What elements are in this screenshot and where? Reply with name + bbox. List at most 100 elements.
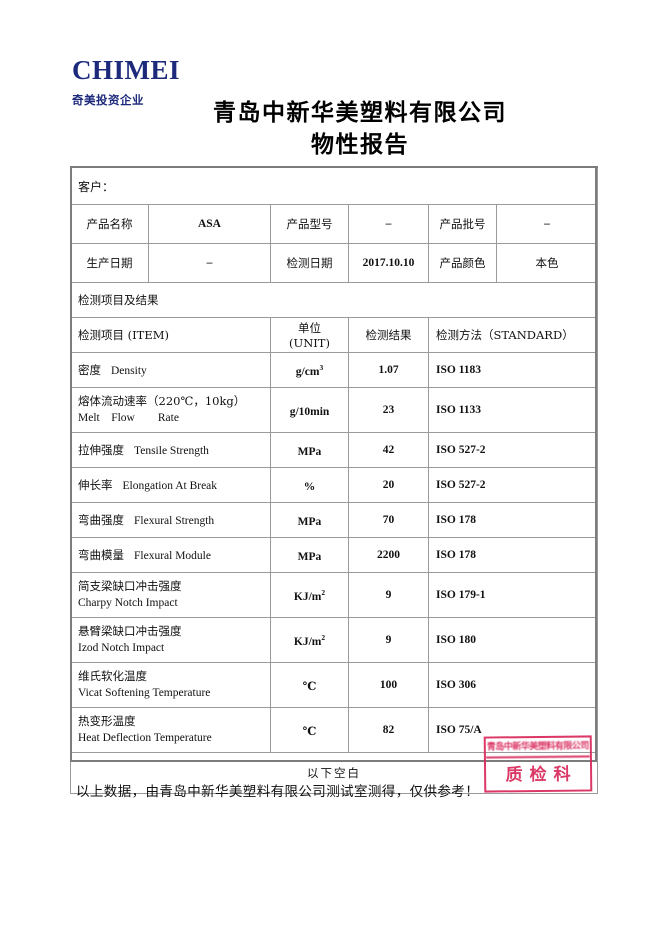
item-name-en: Melt Flow Rate xyxy=(78,412,179,424)
results-section-header: 检测项目及结果 xyxy=(69,282,599,318)
label-test-date: 检测日期 xyxy=(270,243,349,283)
result-value: 100 xyxy=(348,662,429,708)
result-row: 简支梁缺口冲击强度 Charpy Notch Impact KJ/m2 9 ISO… xyxy=(70,572,599,618)
item-name-cn: 热变形温度 xyxy=(78,714,136,729)
unit-text: MPa xyxy=(297,445,322,458)
result-value: 70 xyxy=(348,502,429,538)
result-item-name: 简支梁缺口冲击强度 Charpy Notch Impact xyxy=(70,572,271,618)
result-unit: ℃ xyxy=(270,707,349,753)
item-name-en: Heat Deflection Temperature xyxy=(78,732,212,744)
result-unit: MPa xyxy=(270,537,349,573)
result-method: ISO 178 xyxy=(427,502,599,538)
unit-text: KJ/m xyxy=(293,590,322,603)
label-production-date: 生产日期 xyxy=(70,243,149,283)
result-row: 熔体流动速率（220℃，10kg） Melt Flow Rate g/10min … xyxy=(70,387,599,433)
result-method: ISO 179-1 xyxy=(427,572,599,618)
result-unit: g/cm3 xyxy=(270,352,349,388)
footer-disclaimer: 以上数据，由青岛中新华美塑料有限公司测试室测得，仅供参考！ xyxy=(76,784,480,800)
result-row: 维氏软化温度 Vicat Softening Temperature ℃ 100 … xyxy=(70,662,599,708)
result-value: 9 xyxy=(348,572,429,618)
item-name-en: Izod Notch Impact xyxy=(78,642,165,654)
result-value: 2200 xyxy=(348,537,429,573)
result-method: ISO 527-2 xyxy=(427,432,599,468)
value-product-name: ASA xyxy=(148,204,271,244)
results-column-header-row: 检测项目 (ITEM) 单位 (UNIT) 检测结果 检测方法（STANDARD… xyxy=(70,317,599,353)
result-method: ISO 527-2 xyxy=(427,467,599,503)
unit-text: ℃ xyxy=(302,680,317,693)
value-product-model: – xyxy=(348,204,429,244)
result-item-name: 弯曲强度 Flexural Strength xyxy=(70,502,271,538)
result-value: 9 xyxy=(348,617,429,663)
quality-inspection-stamp: 青岛中新华美塑料有限公司 质检科 xyxy=(483,735,593,793)
result-row: 弯曲强度 Flexural Strength MPa 70 ISO 178 xyxy=(70,502,599,538)
result-row: 热变形温度 Heat Deflection Temperature ℃ 82 IS… xyxy=(70,707,599,753)
result-item-name: 熔体流动速率（220℃，10kg） Melt Flow Rate xyxy=(70,387,271,433)
result-value: 1.07 xyxy=(348,352,429,388)
value-product-color: 本色 xyxy=(495,243,599,283)
item-name-cn: 熔体流动速率（220℃，10kg） xyxy=(78,394,246,409)
result-row: 拉伸强度 Tensile Strength MPa 42 ISO 527-2 xyxy=(70,432,599,468)
item-name-en: Elongation At Break xyxy=(122,480,218,492)
item-name-en: Density xyxy=(111,365,147,377)
result-row: 悬臂梁缺口冲击强度 Izod Notch Impact KJ/m2 9 ISO 1… xyxy=(70,617,599,663)
result-item-name: 弯曲模量 Flexural Module xyxy=(70,537,271,573)
results-section-header-row: 检测项目及结果 xyxy=(69,282,599,318)
item-name-cn: 悬臂梁缺口冲击强度 xyxy=(78,624,182,639)
result-unit: % xyxy=(270,467,349,503)
blank-note-row: 以下空白 xyxy=(69,752,599,794)
column-header-method: 检测方法（STANDARD） xyxy=(427,317,599,353)
result-row: 伸长率 Elongation At Break % 20 ISO 527-2 xyxy=(70,467,599,503)
label-product-color: 产品颜色 xyxy=(428,243,497,283)
item-name-cn: 拉伸强度 xyxy=(78,443,124,457)
result-item-name: 密度 Density xyxy=(70,352,271,388)
result-method: ISO 178 xyxy=(427,537,599,573)
result-unit: g/10min xyxy=(270,387,349,433)
result-unit: MPa xyxy=(270,502,349,538)
result-row: 密度 Density g/cm3 1.07 ISO 1183 xyxy=(70,352,599,388)
result-item-name: 伸长率 Elongation At Break xyxy=(70,467,271,503)
page-title: 青岛中新华美塑料有限公司 物性报告 xyxy=(150,99,570,160)
column-header-item: 检测项目 (ITEM) xyxy=(70,317,271,353)
result-unit: ℃ xyxy=(270,662,349,708)
logo-wordmark: CHIMEI xyxy=(72,55,181,85)
unit-text: g/cm xyxy=(295,365,320,378)
result-method: ISO 1133 xyxy=(427,387,599,433)
result-value: 20 xyxy=(348,467,429,503)
result-value: 42 xyxy=(348,432,429,468)
value-product-lot: – xyxy=(495,204,599,244)
item-name-en: Charpy Notch Impact xyxy=(78,597,178,609)
result-method: ISO 180 xyxy=(427,617,599,663)
customer-label: 客户： xyxy=(69,166,599,205)
result-unit: KJ/m2 xyxy=(270,617,349,663)
result-item-name: 维氏软化温度 Vicat Softening Temperature xyxy=(70,662,271,708)
item-name-en: Flexural Module xyxy=(134,550,211,562)
result-unit: KJ/m2 xyxy=(270,572,349,618)
label-product-model: 产品型号 xyxy=(270,204,349,244)
blank-note: 以下空白 xyxy=(69,752,599,794)
result-value: 23 xyxy=(348,387,429,433)
result-row: 弯曲模量 Flexural Module MPa 2200 ISO 178 xyxy=(70,537,599,573)
stamp-department-text: 质检科 xyxy=(505,764,578,786)
chimei-logo: CHIMEI 奇美投资企业 xyxy=(72,57,182,108)
customer-row: 客户： xyxy=(69,166,599,205)
unit-text: g/10min xyxy=(289,405,330,418)
unit-text: MPa xyxy=(297,515,322,528)
label-product-lot: 产品批号 xyxy=(428,204,497,244)
unit-text: MPa xyxy=(297,550,322,563)
result-method: ISO 75/A xyxy=(427,707,599,753)
column-header-unit: 单位 (UNIT) xyxy=(270,317,349,353)
unit-text: ℃ xyxy=(302,725,317,738)
result-item-name: 悬臂梁缺口冲击强度 Izod Notch Impact xyxy=(70,617,271,663)
unit-superscript: 3 xyxy=(319,362,324,372)
unit-superscript: 2 xyxy=(321,632,326,642)
unit-text: KJ/m xyxy=(293,635,322,648)
unit-superscript: 2 xyxy=(321,587,326,597)
result-unit: MPa xyxy=(270,432,349,468)
item-name-en: Tensile Strength xyxy=(134,445,209,457)
result-value: 82 xyxy=(348,707,429,753)
item-name-en: Vicat Softening Temperature xyxy=(78,687,211,699)
result-item-name: 热变形温度 Heat Deflection Temperature xyxy=(70,707,271,753)
company-name: 青岛中新华美塑料有限公司 xyxy=(213,99,507,126)
stamp-company-text: 青岛中新华美塑料有限公司 xyxy=(485,737,590,759)
